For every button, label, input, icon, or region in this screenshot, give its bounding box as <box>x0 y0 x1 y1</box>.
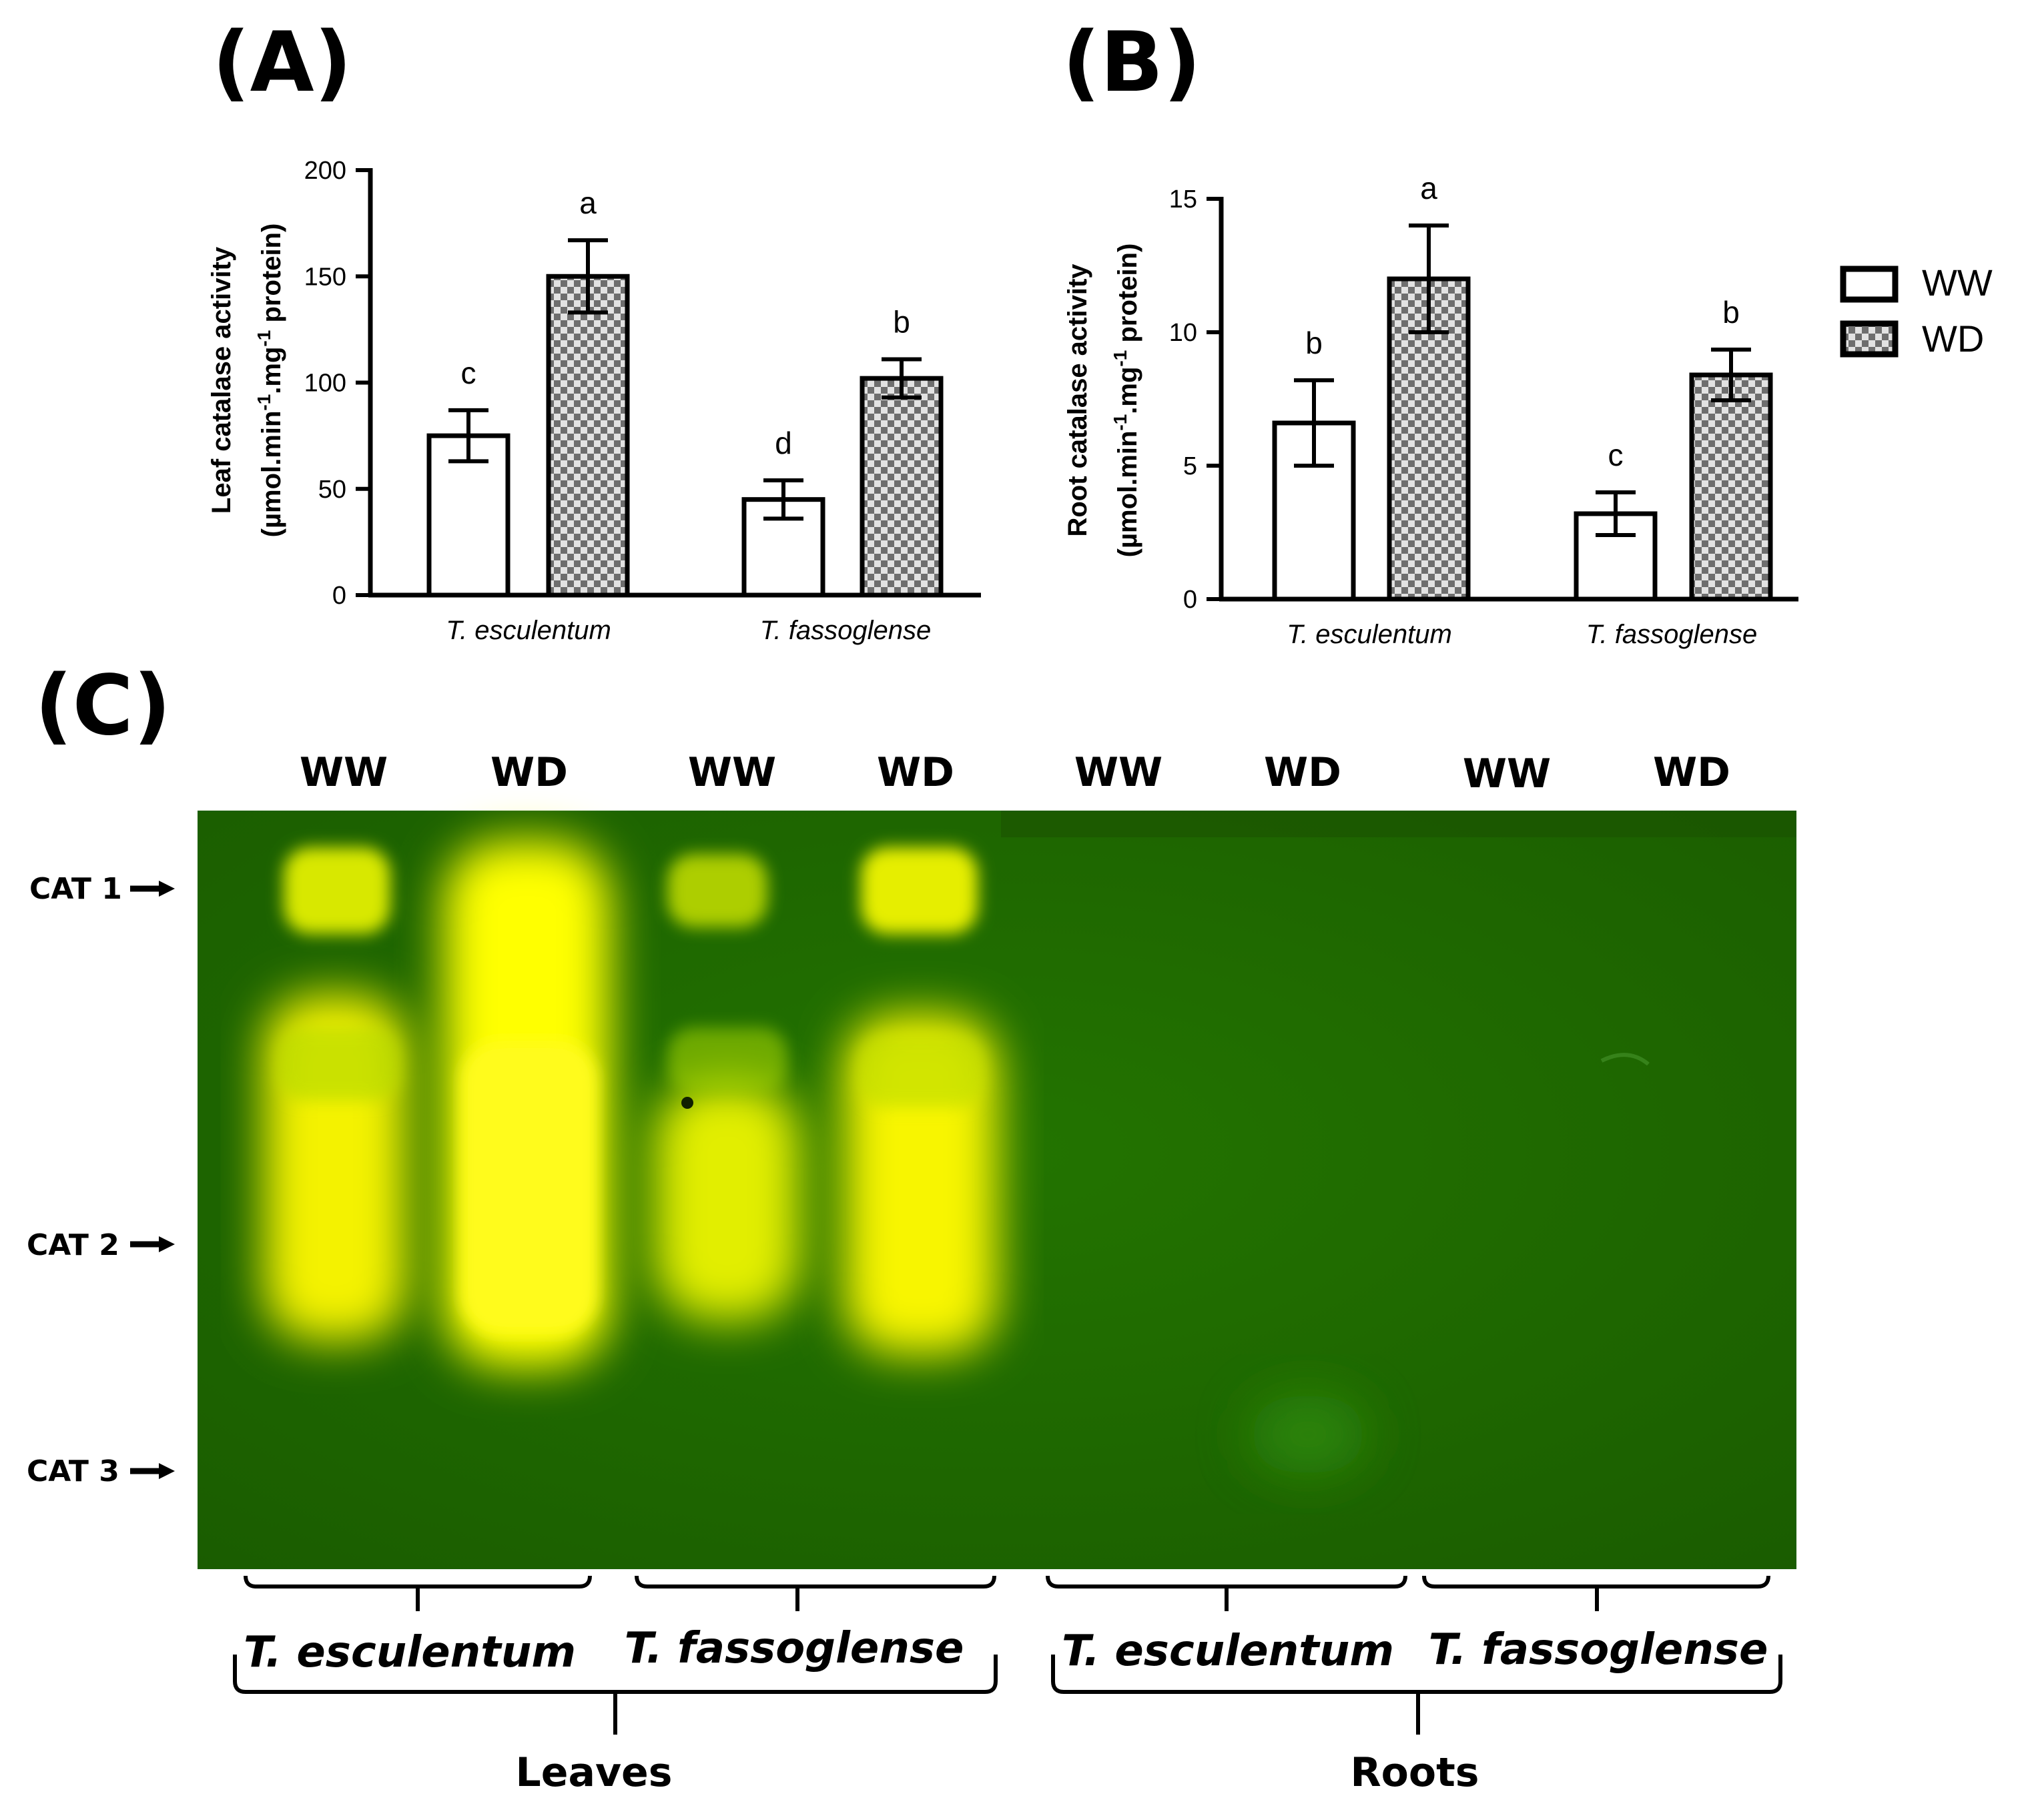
panel-c-gel-figure: (C) WW WD WW WD WW WD WW WD <box>27 658 1796 1796</box>
band-lane-3-top <box>667 854 767 927</box>
legend-label-ww: WW <box>1922 262 1993 304</box>
panel-b-error-bar-wd-2 <box>1711 348 1751 402</box>
gel-tissue-brackets <box>233 1655 1782 1735</box>
panel-a-significance-letter: c <box>461 356 476 390</box>
panel-b-significance-letter: b <box>1722 295 1740 330</box>
panel-a-letter: (A) <box>212 15 352 111</box>
marker-cat2-label: CAT 2 <box>27 1228 119 1262</box>
species-label-2: T. fassoglense <box>625 1624 964 1673</box>
panel-a-y-axis-label-line1: Leaf catalase activity <box>207 246 236 514</box>
panel-a-y-tick-label: 50 <box>318 476 346 504</box>
legend-swatch-wd <box>1840 320 1899 358</box>
panel-b-error-bar-ww-2 <box>1596 490 1636 537</box>
gel-top-well-shadow <box>1001 811 1796 837</box>
panel-a-bar-wd-2 <box>860 376 944 598</box>
gel-isoform-markers: CAT 1 CAT 2 CAT 3 <box>27 872 175 1488</box>
band-lane-4-mid <box>858 1034 984 1107</box>
gel-species-labels: T. esculentum T. fassoglense T. esculent… <box>244 1624 1768 1677</box>
panel-a-y-tick-label: 0 <box>332 582 346 610</box>
tissue-label-leaves: Leaves <box>516 1749 673 1796</box>
gel-lane-labels: WW WD WW WD WW WD WW WD <box>300 749 1730 797</box>
marker-cat1-label: CAT 1 <box>29 872 122 906</box>
panel-b-letter: (B) <box>1062 15 1201 111</box>
panel-b-category-label: T. esculentum <box>1287 620 1452 649</box>
band-lane-1-mid <box>277 1027 400 1101</box>
panel-b-y-tick-label: 15 <box>1169 185 1197 213</box>
panel-a-error-bar-ww-1 <box>448 408 488 464</box>
band-lane-2-core <box>460 1041 597 1334</box>
marker-cat3-arrow <box>130 1463 175 1479</box>
panel-a-error-bar-wd-2 <box>882 357 922 400</box>
band-lane-6-faint <box>1248 1394 1368 1474</box>
panel-a-y-tick-label: 100 <box>304 370 346 398</box>
panel-b-significance-letter: a <box>1420 171 1437 205</box>
panel-b-y-tick-label: 10 <box>1169 319 1197 347</box>
lane-label-6: WD <box>1264 749 1341 796</box>
panel-a-significance-letter: b <box>893 304 910 339</box>
panel-b-bar-wd-2 <box>1689 372 1773 602</box>
lane-label-7: WW <box>1463 751 1551 797</box>
gel-bands-leaves <box>264 841 998 1368</box>
bracket-species-3 <box>1046 1575 1407 1611</box>
bracket-species-1 <box>244 1575 592 1611</box>
band-lane-1-top <box>284 847 390 934</box>
panel-a-y-axis-label-line2: (µmol.min-1.mg-1 protein) <box>254 223 287 538</box>
bracket-species-4 <box>1422 1575 1770 1611</box>
panel-c-letter: (C) <box>35 658 171 754</box>
panel-a-bar-wd-1 <box>546 274 630 598</box>
panel-a-category-label: T. esculentum <box>446 616 611 645</box>
marker-cat1-arrow <box>130 881 175 897</box>
panel-b-plot-area: 0 5 10 15 b a T. esculentum c b T. fassoglense <box>1169 171 1798 649</box>
marker-cat3-label: CAT 3 <box>27 1454 119 1488</box>
panel-b-y-axis-label-line1: Root catalase activity <box>1063 264 1092 537</box>
lane-label-8: WD <box>1653 749 1730 796</box>
lane-label-1: WW <box>300 749 388 796</box>
panel-b-y-tick-label: 0 <box>1183 586 1197 614</box>
marker-cat2-arrow <box>130 1236 175 1252</box>
legend: WW WD <box>1840 262 1993 360</box>
gel-speck <box>681 1097 693 1109</box>
gel-image <box>198 811 1796 1569</box>
lane-label-4: WD <box>877 749 954 796</box>
panel-b-y-axis-label-line2: (µmol.min-1.mg-1 protein) <box>1110 244 1143 558</box>
panel-a-significance-letter: d <box>775 426 792 460</box>
panel-a-error-bar-wd-1 <box>568 238 608 315</box>
tissue-label-roots: Roots <box>1350 1749 1479 1796</box>
band-lane-4-top <box>861 847 978 934</box>
species-label-3: T. esculentum <box>1062 1627 1394 1676</box>
panel-b-significance-letter: b <box>1305 326 1323 360</box>
panel-a-significance-letter: a <box>579 185 597 220</box>
species-label-4: T. fassoglense <box>1429 1625 1768 1675</box>
legend-swatch-ww <box>1840 266 1899 303</box>
panel-a-y-tick-label: 150 <box>304 263 346 291</box>
panel-a-category-label: T. fassoglense <box>760 616 931 645</box>
legend-label-wd: WD <box>1922 318 1984 360</box>
bracket-species-2 <box>635 1575 996 1611</box>
gel-bands-roots <box>1248 1053 1650 1474</box>
panel-b-significance-letter: c <box>1608 438 1624 472</box>
panel-b-chart: (B) Root catalase activity (µmol.min-1.m… <box>1062 15 1798 649</box>
lane-label-3: WW <box>688 749 776 796</box>
bracket-roots <box>1051 1655 1782 1735</box>
gel-tissue-labels: Leaves Roots <box>516 1749 1479 1796</box>
panel-a-error-bar-ww-2 <box>763 478 803 521</box>
gel-artifact-streak <box>1600 1053 1650 1066</box>
lane-label-2: WD <box>490 749 568 796</box>
panel-a-y-tick-label: 200 <box>304 157 346 185</box>
panel-a-chart: (A) Leaf catalase activity (µmol.min-1.m… <box>207 15 981 645</box>
panel-b-error-bar-wd-1 <box>1409 223 1449 334</box>
lane-label-5: WW <box>1074 749 1162 796</box>
band-lane-3-mid <box>667 1027 787 1094</box>
panel-b-category-label: T. fassoglense <box>1586 620 1757 649</box>
band-lane-3 <box>654 1081 801 1321</box>
species-label-1: T. esculentum <box>244 1628 576 1677</box>
panel-a-plot-area: 0 50 100 150 200 c a T. esculentum d b T. fassogle… <box>304 157 981 645</box>
gel-species-brackets <box>244 1575 1770 1611</box>
panel-b-y-tick-label: 5 <box>1183 452 1197 480</box>
bracket-leaves <box>233 1655 998 1735</box>
panel-b-error-bar-ww-1 <box>1294 378 1334 468</box>
